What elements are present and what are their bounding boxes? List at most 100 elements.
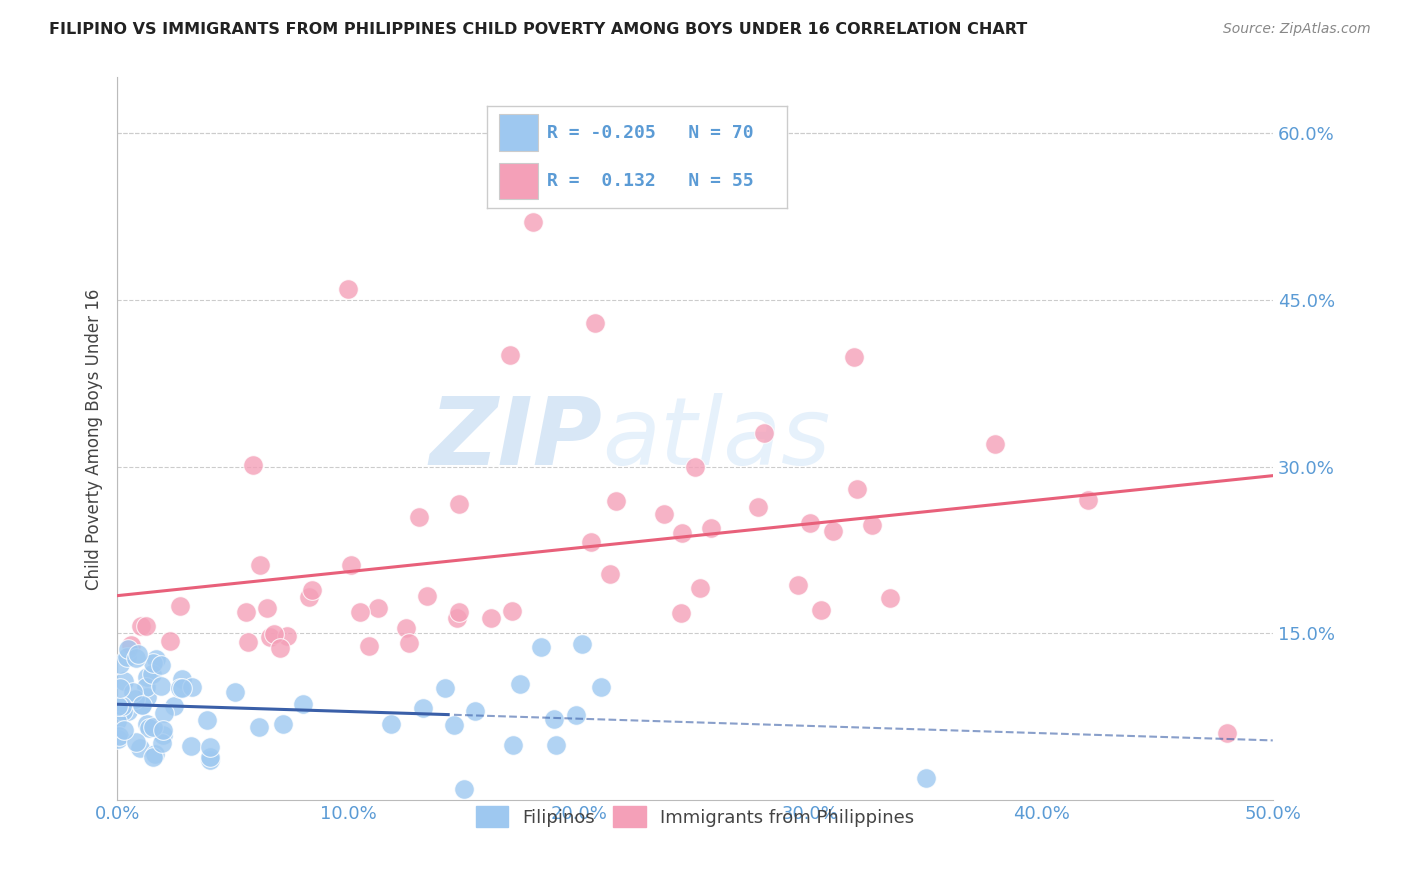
Point [110,657,132,671]
Point [499,348,522,362]
Point [112,723,135,737]
Point [138,722,160,736]
Point [447,605,470,619]
Point [135,680,157,694]
Point [879,591,901,606]
Point [453,782,475,797]
Point [150,658,173,673]
Point [522,215,544,229]
Point [129,619,152,633]
Point [298,590,321,604]
Point [120,638,142,652]
Point [163,698,186,713]
Point [198,739,221,754]
Point [699,521,721,535]
Point [276,629,298,643]
Point [125,735,148,749]
Point [340,558,363,573]
Point [821,524,844,538]
Point [107,699,129,714]
Point [509,677,531,691]
Point [198,753,221,767]
Point [135,670,157,684]
Point [683,459,706,474]
Y-axis label: Child Poverty Among Boys Under 16: Child Poverty Among Boys Under 16 [86,288,103,590]
Point [172,672,194,686]
Text: FILIPINO VS IMMIGRANTS FROM PHILIPPINES CHILD POVERTY AMONG BOYS UNDER 16 CORREL: FILIPINO VS IMMIGRANTS FROM PHILIPPINES … [49,22,1028,37]
Point [131,698,153,713]
Point [395,621,418,635]
Point [108,681,131,695]
Point [599,567,621,582]
Point [107,714,129,728]
Point [799,516,821,531]
Point [142,657,165,671]
Point [367,600,389,615]
Point [583,316,606,330]
Point [256,600,278,615]
Point [124,692,146,706]
Point [544,739,567,753]
Point [671,526,693,541]
Point [107,732,129,747]
Point [1077,493,1099,508]
Point [117,642,139,657]
Point [433,681,456,696]
Point [530,640,553,654]
Point [415,589,437,603]
Point [689,581,711,595]
Point [141,667,163,681]
Point [135,690,157,704]
Point [152,723,174,738]
Point [408,510,430,524]
Point [135,717,157,731]
Point [571,636,593,650]
Point [111,705,134,719]
Point [337,282,360,296]
Point [842,351,865,365]
Point [292,697,315,711]
Point [754,426,776,441]
Point [446,611,468,625]
Text: ZIP: ZIP [430,392,603,485]
Point [152,728,174,742]
Point [107,729,129,743]
Point [127,647,149,661]
Point [654,507,676,521]
Point [172,681,194,695]
Point [145,652,167,666]
Point [131,698,153,713]
Point [543,712,565,726]
Point [605,494,627,508]
Point [301,582,323,597]
Point [860,518,883,533]
Point [271,716,294,731]
Point [169,599,191,614]
Point [398,636,420,650]
Legend: Filipinos, Immigrants from Philippines: Filipinos, Immigrants from Philippines [468,799,921,835]
Point [142,749,165,764]
Point [443,717,465,731]
Point [159,633,181,648]
Point [464,704,486,718]
Point [195,713,218,727]
Point [747,500,769,514]
Point [247,720,270,734]
Point [565,707,588,722]
Point [380,716,402,731]
Point [984,437,1007,451]
Text: atlas: atlas [603,393,831,484]
Point [810,603,832,617]
Point [449,497,471,511]
Point [129,741,152,756]
Point [180,739,202,753]
Point [198,750,221,764]
Point [135,619,157,633]
Point [669,607,692,621]
Point [112,673,135,688]
Point [122,684,145,698]
Point [169,681,191,695]
Point [1215,726,1237,740]
Point [242,458,264,472]
Point [224,685,246,699]
